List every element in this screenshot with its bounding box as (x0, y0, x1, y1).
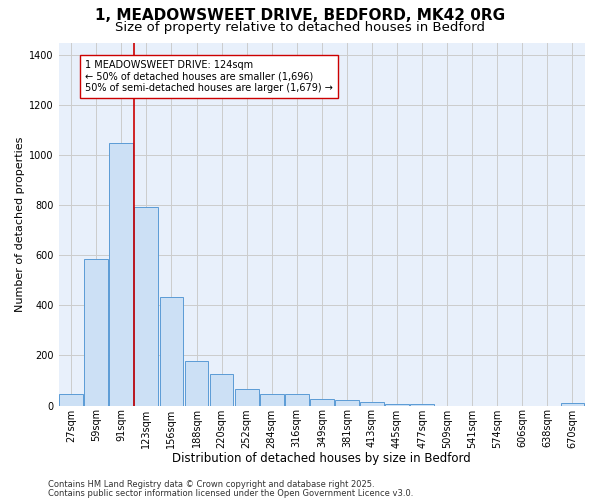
Bar (160, 296, 184, 406)
Bar (85, 259, 108, 406)
Bar (385, 404, 409, 406)
Text: 1, MEADOWSWEET DRIVE, BEDFORD, MK42 0RG: 1, MEADOWSWEET DRIVE, BEDFORD, MK42 0RG (95, 8, 505, 22)
X-axis label: Distribution of detached houses by size in Bedford: Distribution of detached houses by size … (172, 452, 471, 465)
Text: Contains HM Land Registry data © Crown copyright and database right 2025.: Contains HM Land Registry data © Crown c… (48, 480, 374, 489)
Bar (285, 394, 308, 406)
Bar (335, 400, 359, 406)
Bar (235, 390, 259, 406)
Bar (59, 394, 83, 406)
Text: Contains public sector information licensed under the Open Government Licence v3: Contains public sector information licen… (48, 489, 413, 498)
Bar (209, 374, 233, 406)
Bar (134, 206, 158, 406)
Y-axis label: Number of detached properties: Number of detached properties (15, 136, 25, 312)
Bar (410, 404, 434, 406)
Bar (260, 394, 284, 406)
Text: 1 MEADOWSWEET DRIVE: 124sqm
← 50% of detached houses are smaller (1,696)
50% of : 1 MEADOWSWEET DRIVE: 124sqm ← 50% of det… (85, 60, 333, 93)
Bar (360, 402, 384, 406)
Bar (560, 403, 584, 406)
Bar (109, 142, 133, 406)
Bar (310, 400, 334, 406)
Bar (185, 361, 208, 406)
Text: Size of property relative to detached houses in Bedford: Size of property relative to detached ho… (115, 21, 485, 34)
